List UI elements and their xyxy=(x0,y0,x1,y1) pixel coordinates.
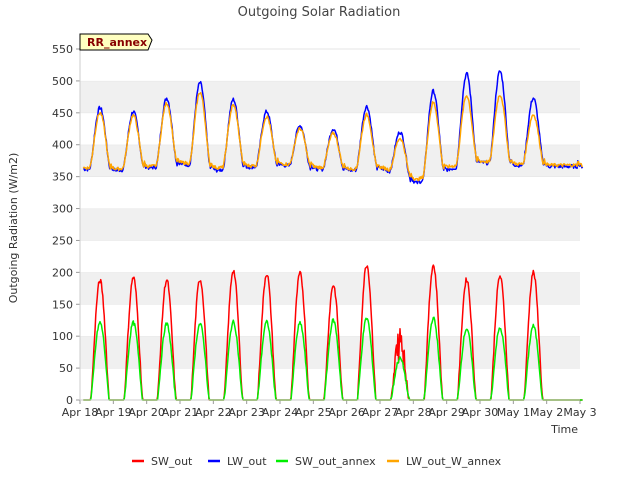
y-tick-label: 250 xyxy=(52,234,73,247)
y-tick-label: 500 xyxy=(52,75,73,88)
y-tick-label: 450 xyxy=(52,107,73,120)
y-tick-label: 150 xyxy=(52,298,73,311)
annotation-label: RR_annex xyxy=(87,36,147,49)
grid-band xyxy=(80,176,580,209)
x-tick-label: May 2 xyxy=(530,406,563,419)
y-tick-label: 0 xyxy=(66,394,73,407)
x-tick-label: May 1 xyxy=(497,406,530,419)
line-sw-out-annex xyxy=(83,316,583,401)
y-tick-label: 300 xyxy=(52,203,73,216)
legend-label: SW_out xyxy=(151,455,193,468)
y-tick-label: 100 xyxy=(52,330,73,343)
plot-lines xyxy=(82,70,584,401)
legend-label: LW_out xyxy=(227,455,267,468)
x-axis-label: Time xyxy=(550,423,578,436)
line-lw-out xyxy=(83,70,584,185)
x-tick-label: Apr 23 xyxy=(228,406,265,419)
grid-band xyxy=(80,208,580,241)
x-tick-label: Apr 20 xyxy=(128,406,165,419)
annotation-box: RR_annex xyxy=(79,33,153,51)
line-lw-out-w-annex xyxy=(82,91,584,182)
x-tick-label: Apr 21 xyxy=(162,406,199,419)
x-tick-label: Apr 26 xyxy=(328,406,365,419)
legend-item: SW_out xyxy=(132,455,193,468)
x-tick-label: Apr 19 xyxy=(95,406,132,419)
legend: SW_out LW_out SW_out_annex LW_out_W_annex xyxy=(132,455,502,468)
x-tick-label: May 3 xyxy=(563,406,596,419)
x-tick-label: Apr 22 xyxy=(195,406,232,419)
y-axis-label: Outgoing Radiation (W/m2) xyxy=(7,153,20,304)
x-tick-label: Apr 24 xyxy=(262,406,299,419)
grid-band xyxy=(80,368,580,400)
chart-title: Outgoing Solar Radiation xyxy=(238,5,401,20)
y-tick-label: 550 xyxy=(52,43,73,56)
legend-label: SW_out_annex xyxy=(295,455,376,468)
grid-band xyxy=(80,240,580,273)
legend-item: SW_out_annex xyxy=(276,455,376,468)
grid-band xyxy=(80,144,580,177)
grid-band xyxy=(80,49,580,81)
y-tick-label: 350 xyxy=(52,171,73,184)
x-tick-label: Apr 28 xyxy=(395,406,432,419)
x-tick-label: Apr 25 xyxy=(295,406,332,419)
legend-item: LW_out xyxy=(208,455,267,468)
x-tick-label: Apr 18 xyxy=(62,406,99,419)
y-tick-label: 400 xyxy=(52,139,73,152)
legend-label: LW_out_W_annex xyxy=(406,455,502,468)
line-sw-out xyxy=(83,264,583,401)
legend-item: LW_out_W_annex xyxy=(387,455,502,468)
y-tick-label: 200 xyxy=(52,266,73,279)
x-tick-label: Apr 30 xyxy=(462,406,499,419)
y-axis: 0 50 100 150 200 250 300 350 400 450 500 550 xyxy=(52,43,80,407)
x-tick-label: Apr 27 xyxy=(362,406,399,419)
y-tick-label: 50 xyxy=(59,362,73,375)
x-tick-label: Apr 29 xyxy=(428,406,465,419)
